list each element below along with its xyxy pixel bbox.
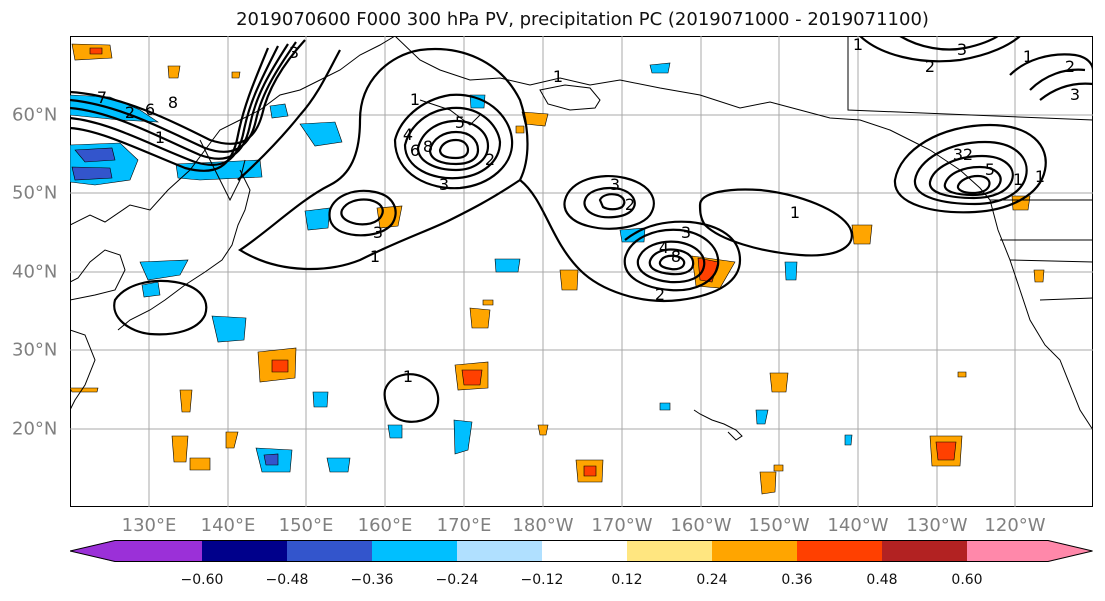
- contour-label: 1: [553, 67, 563, 86]
- contour-label: 1: [1023, 47, 1033, 66]
- colorbar-segment: [372, 540, 457, 562]
- contour-label: 2: [655, 285, 665, 304]
- colorbar-outline: [70, 540, 1093, 562]
- colorbar-tick-label: −0.36: [350, 572, 394, 588]
- contour-label: 4: [659, 238, 669, 257]
- lat-label-60n: 60°N: [12, 104, 58, 126]
- contour-label: 3: [439, 175, 449, 194]
- colorbar-segment: [457, 540, 542, 562]
- colorbar-segment: [202, 540, 287, 562]
- map-canvas: 1 2 3 6 7 8 1 1 2 3 4 5 6 8 1 3 1 3 1 2: [70, 36, 1093, 507]
- colorbar-segment: [627, 540, 712, 562]
- contour-label: 1: [790, 203, 800, 222]
- contour-label: 8: [168, 93, 178, 112]
- contour-label: 3: [957, 40, 967, 59]
- lat-label-20n: 20°N: [12, 418, 58, 440]
- contour-label: 6: [410, 141, 420, 160]
- precip-positive-areas: [70, 43, 1045, 495]
- colorbar-segment: [882, 540, 967, 562]
- lon-label-170w: 170°W: [591, 515, 653, 536]
- contour-labels: 1 2 3 6 7 8 1 1 2 3 4 5 6 8 1 3 1 3 1 2: [97, 36, 1080, 386]
- contour-label: 1: [1013, 170, 1023, 189]
- contour-label: 3: [373, 223, 383, 242]
- contour-label: 1: [1035, 167, 1045, 186]
- colorbar-segment: [797, 540, 882, 562]
- lat-label-30n: 30°N: [12, 339, 58, 361]
- precip-negative-areas: [70, 62, 853, 473]
- contour-label: 6: [145, 100, 155, 119]
- lon-label-160e: 160°E: [357, 515, 413, 536]
- contour-label: 8: [423, 137, 433, 156]
- contour-label: 3: [610, 175, 620, 194]
- contour-label: 2: [963, 145, 973, 164]
- colorbar-segment: [542, 540, 627, 562]
- contour-label: 3: [1070, 85, 1080, 104]
- pv-contours: [70, 36, 1093, 423]
- contour-label: 2: [625, 195, 635, 214]
- lon-label-170e: 170°E: [436, 515, 492, 536]
- lon-label-120w: 120°W: [984, 515, 1046, 536]
- contour-label: 1: [853, 36, 863, 54]
- colorbar-tick-label: 0.24: [696, 572, 728, 588]
- contour-label: 1: [403, 367, 413, 386]
- lon-label-130e: 130°E: [121, 515, 177, 536]
- lon-label-180w: 180°W: [512, 515, 574, 536]
- contour-label: 5: [985, 160, 995, 179]
- lon-label-140w: 140°W: [827, 515, 889, 536]
- lon-label-140e: 140°E: [200, 515, 256, 536]
- colorbar-tick-label: 0.12: [611, 572, 643, 588]
- contour-label: 1: [410, 90, 420, 109]
- contour-label: 3: [681, 223, 691, 242]
- colorbar-tick-label: −0.12: [520, 572, 564, 588]
- contour-label: 3: [289, 43, 299, 62]
- contour-label: 5: [455, 113, 465, 132]
- contour-label: 2: [125, 103, 135, 122]
- map-title: 2019070600 F000 300 hPa PV, precipitatio…: [236, 9, 929, 30]
- colorbar-segment: [967, 540, 1093, 562]
- contour-label: 2: [925, 57, 935, 76]
- contour-label: 1: [155, 128, 165, 147]
- colorbar-segment: [712, 540, 797, 562]
- coastlines: [70, 36, 1093, 441]
- contour-label: 1: [370, 247, 380, 266]
- colorbar-tick-label: −0.24: [435, 572, 479, 588]
- lon-label-150e: 150°E: [278, 515, 334, 536]
- colorbar-tick-label: 0.36: [781, 572, 813, 588]
- lat-label-40n: 40°N: [12, 261, 58, 283]
- colorbar-segment: [70, 540, 202, 562]
- contour-label: 7: [97, 88, 107, 107]
- colorbar-graphic: [70, 540, 1093, 562]
- contour-label: 2: [485, 150, 495, 169]
- lon-label-130w: 130°W: [906, 515, 968, 536]
- lon-label-160w: 160°W: [670, 515, 732, 536]
- contour-label: 2: [1065, 57, 1075, 76]
- map-panel: 1 2 3 6 7 8 1 1 2 3 4 5 6 8 1 3 1 3 1 2: [70, 36, 1093, 507]
- colorbar-tick-label: −0.60: [180, 572, 224, 588]
- colorbar-tick-label: 0.48: [866, 572, 898, 588]
- contour-label: 3: [953, 145, 963, 164]
- contour-label: 8: [671, 247, 681, 266]
- lon-label-150w: 150°W: [748, 515, 810, 536]
- contour-label: 4: [403, 125, 413, 144]
- colorbar: [70, 540, 1093, 562]
- colorbar-segment: [287, 540, 372, 562]
- lat-label-50n: 50°N: [12, 182, 58, 204]
- colorbar-tick-label: −0.48: [265, 572, 309, 588]
- colorbar-tick-label: 0.60: [951, 572, 983, 588]
